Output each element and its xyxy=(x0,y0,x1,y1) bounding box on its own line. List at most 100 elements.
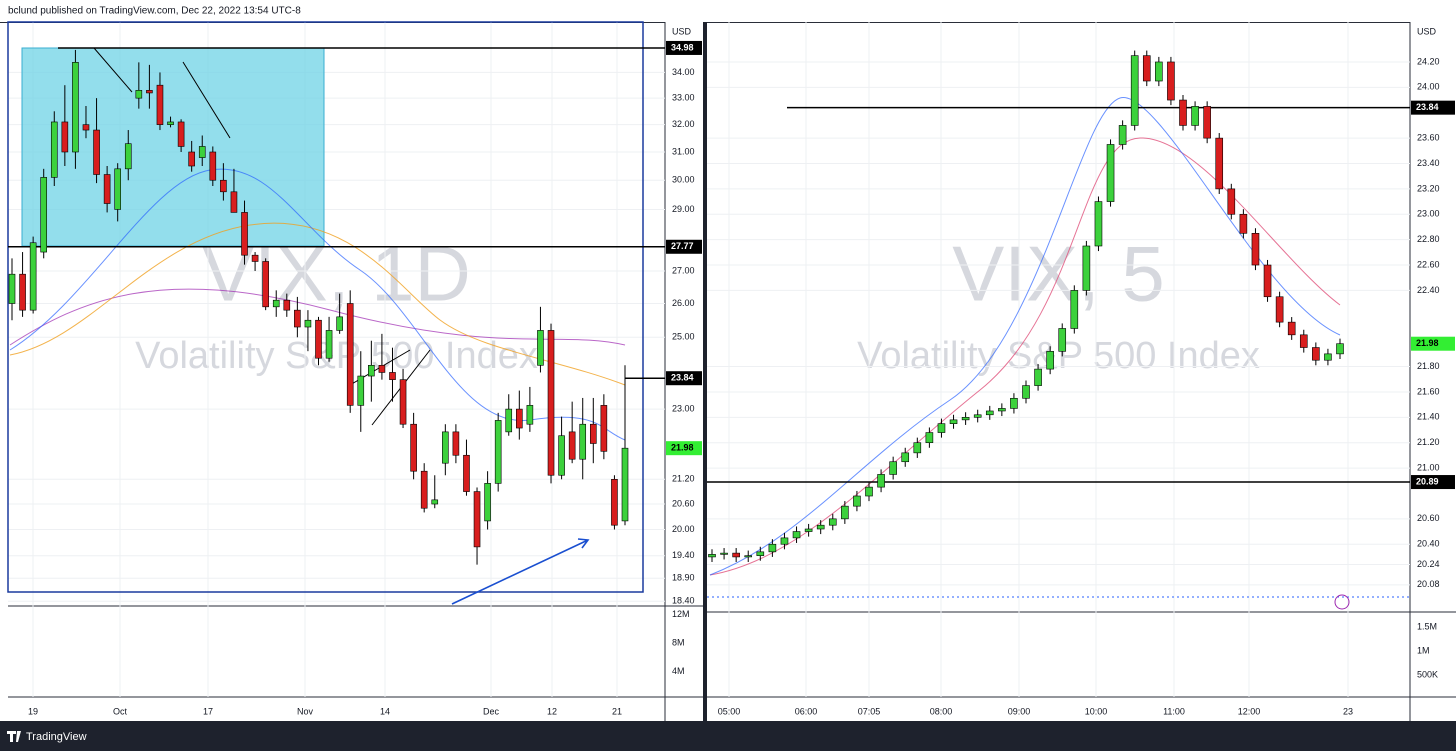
y-tick-label: 22.80 xyxy=(1417,234,1440,244)
x-tick-label: Nov xyxy=(297,706,314,716)
candle-body xyxy=(1191,106,1199,126)
y-tick-label: 26.00 xyxy=(672,298,695,308)
price-tag xyxy=(1411,475,1455,490)
candle-body xyxy=(998,408,1006,412)
candle-body xyxy=(792,531,801,539)
candle-body xyxy=(368,364,375,377)
y-tick-label: 31.00 xyxy=(672,146,695,156)
y-tick-label: 23.60 xyxy=(1417,132,1440,142)
candle-body xyxy=(29,242,37,311)
candle-body xyxy=(547,330,555,476)
candle-body xyxy=(1251,233,1260,266)
candle-body xyxy=(1312,347,1320,361)
candle-body xyxy=(294,309,301,328)
candle-body xyxy=(262,261,269,308)
candle-body xyxy=(889,461,897,475)
candle-body xyxy=(558,435,565,476)
candle-body xyxy=(937,423,946,433)
price-tag-label: 21.98 xyxy=(671,443,694,453)
candle-body xyxy=(19,273,26,311)
candle-body xyxy=(40,177,48,253)
x-tick-label: 05:00 xyxy=(718,706,741,716)
candle-body xyxy=(473,491,481,548)
price-tag xyxy=(1411,100,1455,115)
currency: USD xyxy=(672,26,692,36)
y-tick-label: 18.90 xyxy=(672,573,695,583)
moving-average xyxy=(9,288,626,346)
candle-body xyxy=(1167,61,1175,101)
candle-body xyxy=(1239,213,1248,234)
y-tick-label: 23.40 xyxy=(1417,158,1440,168)
x-tick-label: 11:00 xyxy=(1163,706,1185,716)
panel-divider xyxy=(703,22,707,722)
moving-average xyxy=(709,97,1341,576)
candle-body xyxy=(516,408,523,429)
candle-body xyxy=(1046,351,1054,370)
candle-body xyxy=(241,212,248,256)
y-tick-label: 23.00 xyxy=(1417,209,1440,219)
price-axis xyxy=(1410,22,1456,721)
candle-body xyxy=(8,273,16,304)
candle-body xyxy=(315,319,322,359)
volume-tick-label: 500K xyxy=(1417,669,1438,679)
candle-body xyxy=(841,505,849,520)
candle-body xyxy=(114,168,121,210)
candle-body xyxy=(336,316,343,331)
candle-body xyxy=(124,143,132,170)
candle-body xyxy=(220,179,227,193)
candle-body xyxy=(177,121,185,147)
candle-body xyxy=(399,379,407,425)
x-tick-label: Oct xyxy=(113,706,128,716)
y-tick-label: 18.40 xyxy=(672,596,695,606)
candle-body xyxy=(167,121,174,125)
y-tick-label: 21.40 xyxy=(1417,412,1440,422)
candle-body xyxy=(410,423,417,472)
candle-body xyxy=(865,486,873,497)
candle-body xyxy=(209,151,217,181)
candle-body xyxy=(708,554,716,558)
candle-body xyxy=(1082,245,1091,291)
x-tick-label: 07:05 xyxy=(858,706,881,716)
y-tick-label: 21.80 xyxy=(1417,361,1440,371)
price-tag xyxy=(666,441,702,456)
candle-body xyxy=(621,447,629,522)
candle-body xyxy=(913,442,922,454)
candle-body xyxy=(804,528,813,532)
candle-body xyxy=(188,151,195,167)
candle-body xyxy=(103,174,111,204)
candle-body xyxy=(1010,397,1018,409)
candle-body xyxy=(1034,368,1042,386)
y-tick-label: 20.24 xyxy=(1417,559,1440,569)
arrow xyxy=(451,538,590,605)
y-tick-label: 27.00 xyxy=(672,265,695,275)
candle-body xyxy=(50,121,58,178)
candle-body xyxy=(230,191,238,213)
candle-body xyxy=(901,452,910,463)
price-tag xyxy=(666,40,702,55)
candle-body xyxy=(949,419,958,424)
x-tick-label: 14 xyxy=(380,706,390,716)
price-tag-label: 27.77 xyxy=(671,241,694,251)
candle-body xyxy=(1022,385,1030,399)
candle-body xyxy=(389,372,396,380)
candle-body xyxy=(1263,264,1272,298)
candle-body xyxy=(1324,353,1332,361)
candle-body xyxy=(1227,188,1236,215)
candle-body xyxy=(1203,106,1211,139)
volume-tick-label: 12M xyxy=(672,609,690,619)
x-tick-label: Dec xyxy=(483,706,500,716)
candle-body xyxy=(579,423,587,460)
y-tick-label: 21.20 xyxy=(672,474,695,484)
candle-body xyxy=(568,431,576,460)
watermark-name: Volatility S&P 500 Index xyxy=(135,335,538,377)
alert-icon xyxy=(1334,594,1350,610)
y-tick-label: 21.20 xyxy=(1417,437,1440,447)
candle-body xyxy=(431,499,439,505)
y-tick-label: 21.00 xyxy=(1417,462,1440,472)
candle-body xyxy=(156,84,164,125)
x-tick-label: 17 xyxy=(203,706,213,716)
price-tag xyxy=(1411,336,1455,351)
candle-body xyxy=(600,405,608,452)
volume-tick-label: 1M xyxy=(1417,645,1430,655)
